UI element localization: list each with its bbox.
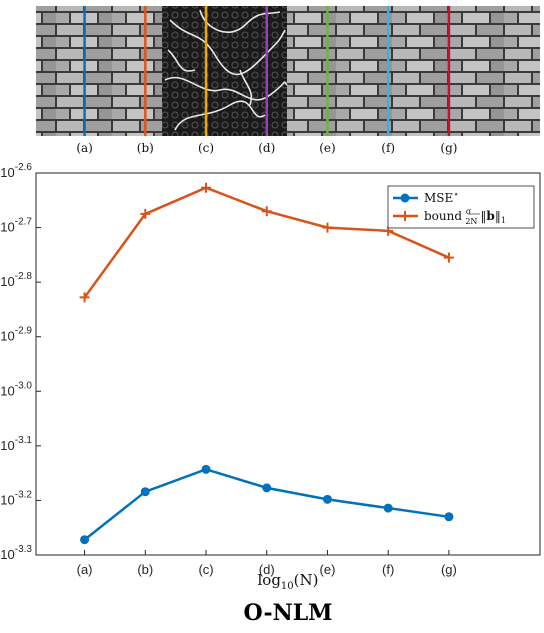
figure-title: O-NLM bbox=[243, 600, 332, 626]
data-point-bound bbox=[443, 252, 454, 263]
data-point-mse bbox=[80, 535, 90, 545]
strip-marker-label: (c) bbox=[198, 141, 214, 155]
strip-marker-label: (f) bbox=[381, 141, 395, 155]
strip-marker-lines bbox=[83, 6, 451, 136]
data-point-bound bbox=[322, 222, 333, 233]
y-tick-label: 10-3.3 bbox=[0, 544, 32, 562]
data-point-mse bbox=[201, 464, 211, 474]
data-point-bound bbox=[201, 182, 212, 193]
y-tick-label: 10-3.2 bbox=[0, 489, 32, 507]
strip-marker-label: (b) bbox=[137, 141, 154, 155]
strip-marker-labels: (a) (b) (c) (d) (e) (f) (g) bbox=[76, 141, 457, 155]
y-tick-label: 10-2.8 bbox=[0, 271, 32, 289]
data-point-mse bbox=[322, 494, 332, 504]
texture-strip: (a) (b) (c) (d) (e) (f) (g) bbox=[36, 6, 540, 155]
legend-mse-label: MSE⋆ bbox=[424, 190, 459, 205]
x-tick-label: (b) bbox=[137, 562, 153, 577]
y-tick-label: 10-2.6 bbox=[0, 162, 32, 180]
y-axis-ticks: 10-2.6 10-2.7 10-2.8 10-2.9 10-3.0 10-3.1 10-3… bbox=[0, 162, 41, 562]
y-tick-label: 10-2.9 bbox=[0, 326, 32, 344]
x-axis-label: log10(N) bbox=[257, 571, 318, 592]
x-axis-ticks: (a) (b) (c) (d) (e) (f) (g) bbox=[77, 550, 457, 577]
plot-area: 10-2.6 10-2.7 10-2.8 10-2.9 10-3.0 10-3.1 10-3… bbox=[0, 162, 541, 626]
lace-texture bbox=[162, 6, 287, 136]
x-tick-label: (g) bbox=[441, 562, 457, 577]
y-tick-label: 10-3.0 bbox=[0, 380, 32, 398]
x-tick-label: (c) bbox=[198, 562, 213, 577]
data-point-mse bbox=[444, 512, 454, 522]
x-tick-label: (e) bbox=[320, 562, 336, 577]
strip-marker-label: (g) bbox=[440, 141, 457, 155]
legend-bound-marker bbox=[400, 211, 410, 221]
legend: MSE⋆ bound σ 2N ‖b‖1 bbox=[387, 185, 535, 229]
x-tick-label: (a) bbox=[77, 562, 93, 577]
x-tick-label: (f) bbox=[382, 562, 394, 577]
data-point-mse bbox=[383, 503, 393, 513]
series-layer bbox=[79, 182, 454, 545]
strip-marker-label: (a) bbox=[76, 141, 93, 155]
brick-texture bbox=[36, 6, 540, 136]
lace-vines bbox=[164, 9, 288, 131]
data-point-mse bbox=[140, 487, 150, 497]
data-point-bound bbox=[261, 206, 272, 217]
y-tick-label: 10-3.1 bbox=[0, 435, 32, 453]
legend-mse-marker bbox=[400, 193, 410, 203]
y-tick-label: 10-2.7 bbox=[0, 217, 32, 235]
data-point-bound bbox=[140, 208, 151, 219]
x-tick-label: (d) bbox=[259, 562, 275, 577]
data-point-mse bbox=[262, 483, 272, 493]
data-point-bound bbox=[79, 292, 90, 303]
strip-marker-label: (e) bbox=[319, 141, 335, 155]
axes-box bbox=[35, 172, 541, 556]
legend-box bbox=[387, 185, 535, 229]
strip-marker-label: (d) bbox=[258, 141, 275, 155]
legend-bound-label: bound σ 2N ‖b‖1 bbox=[424, 207, 506, 226]
